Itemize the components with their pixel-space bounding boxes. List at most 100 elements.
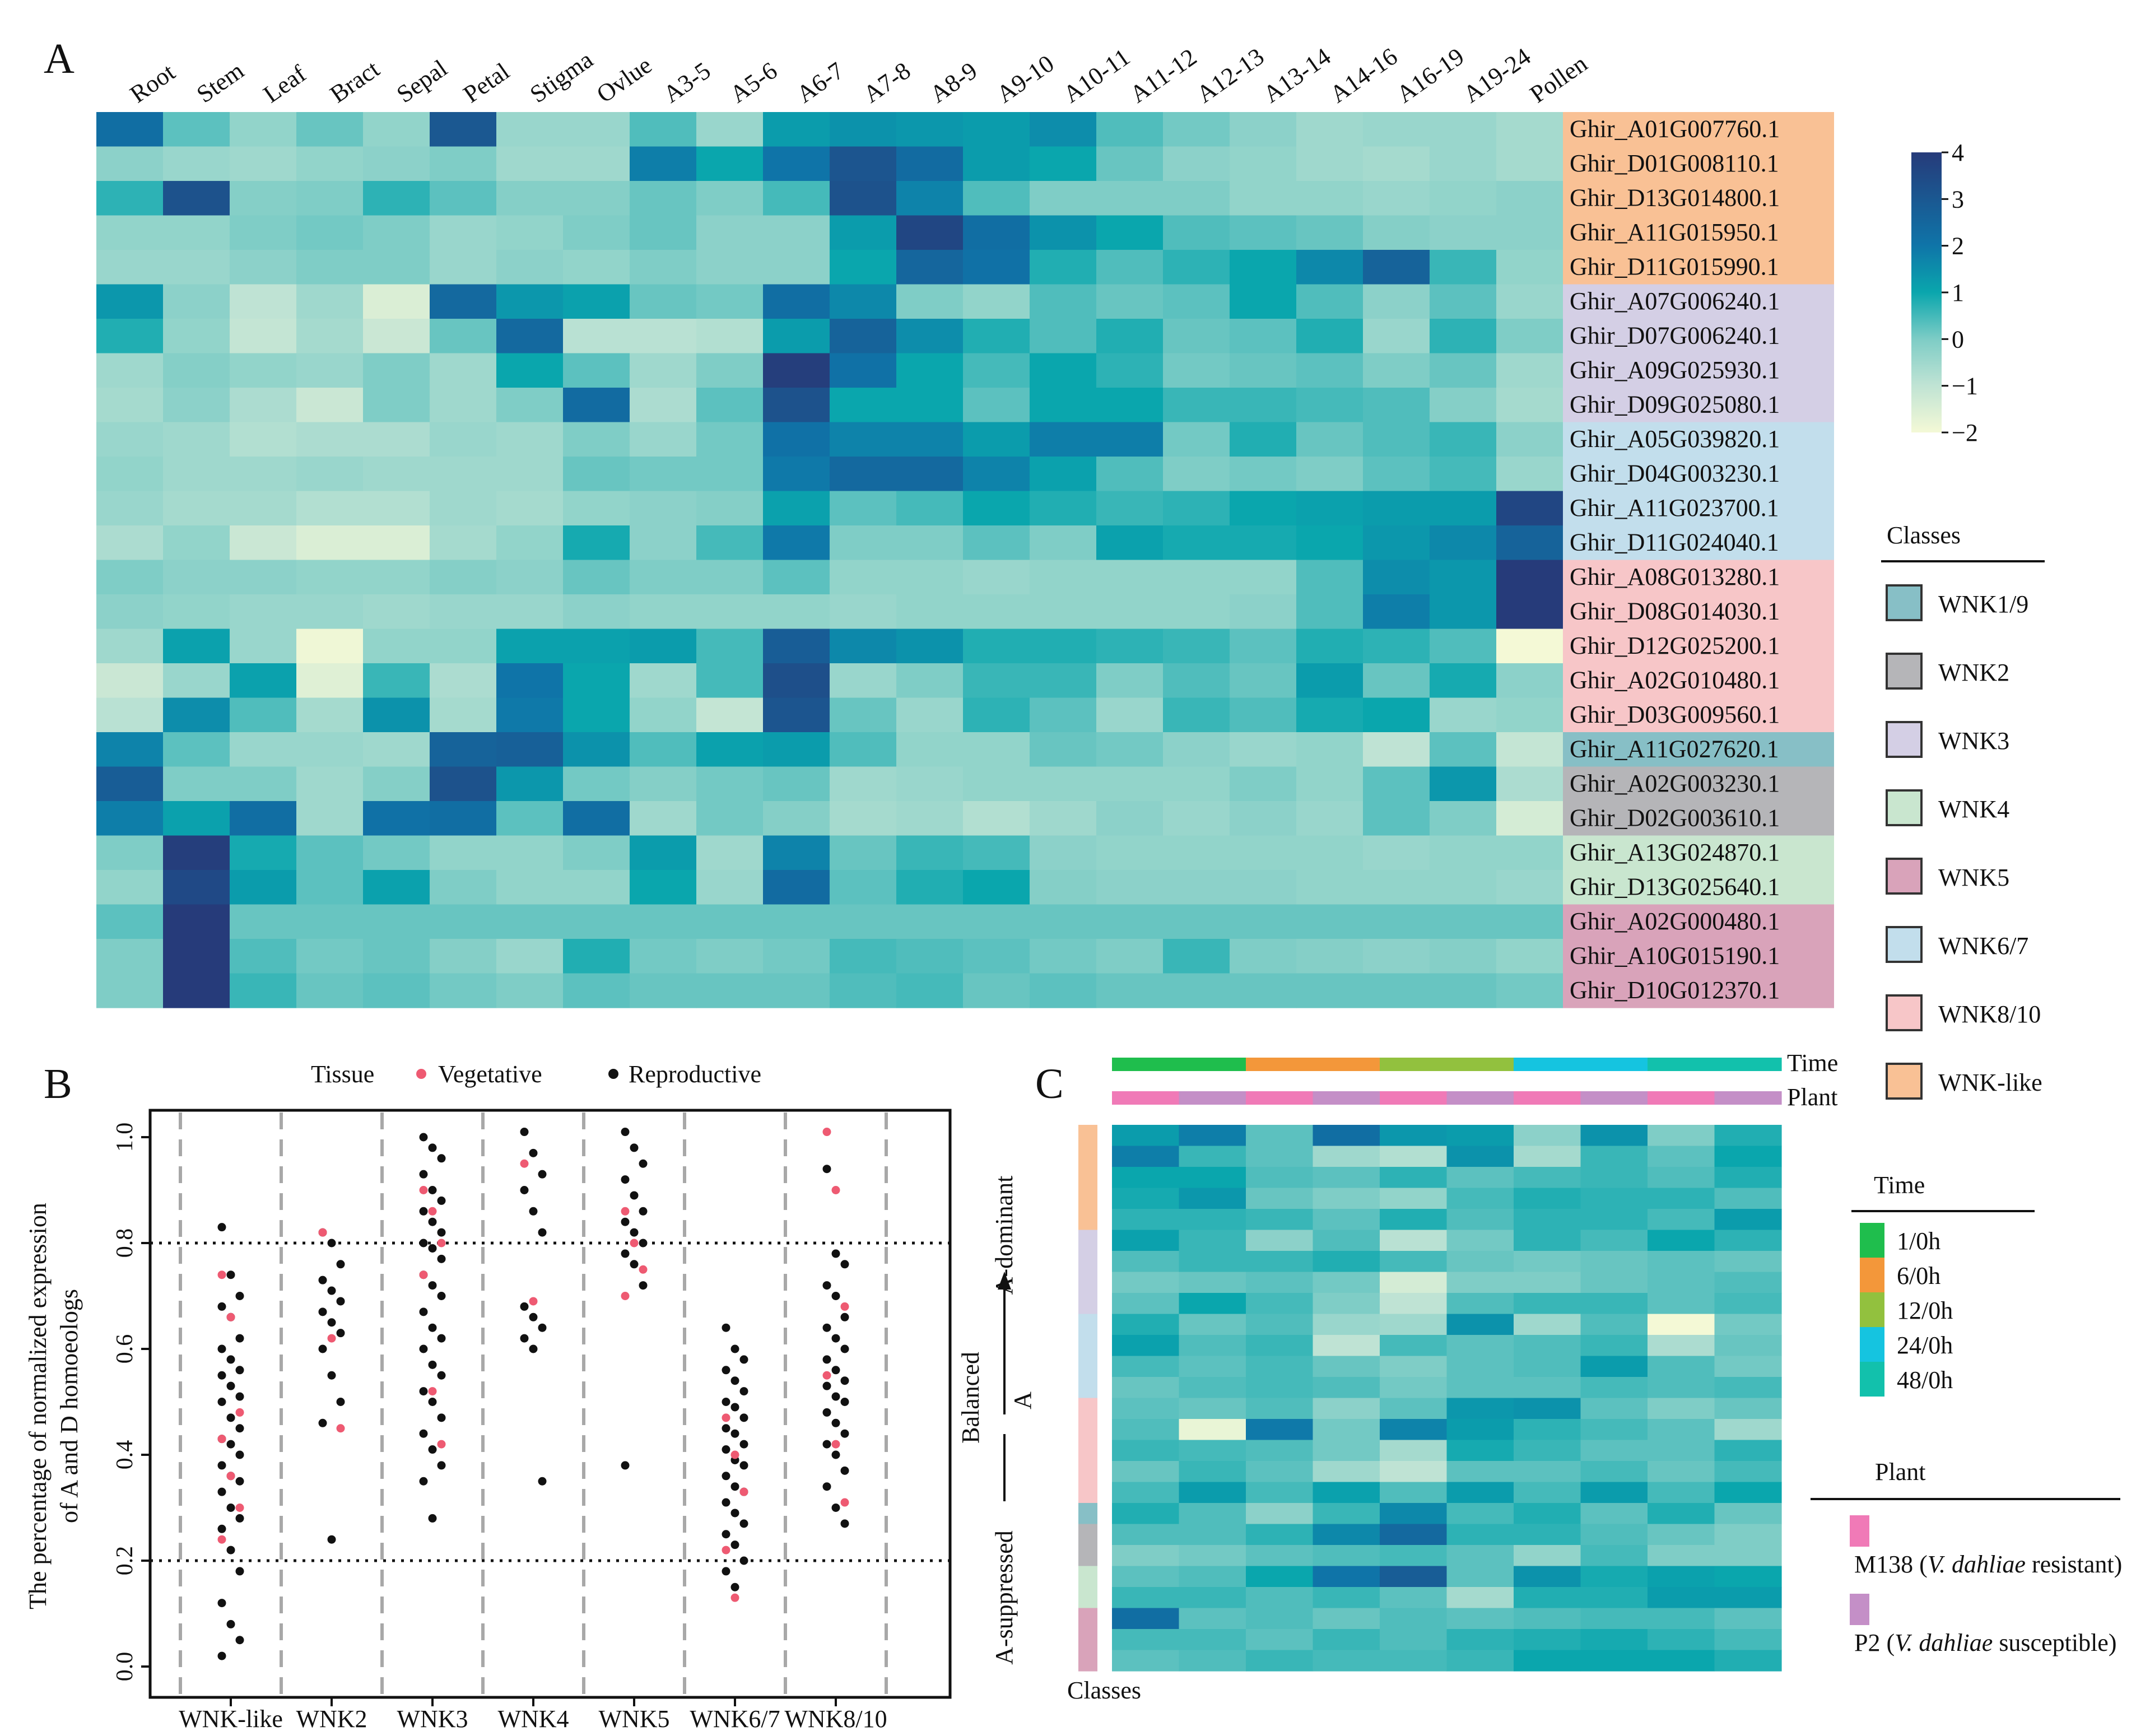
heatmap-c-cell — [1514, 1650, 1581, 1672]
heatmap-a-cell — [1163, 215, 1230, 250]
balanced-label: Balanced — [957, 1352, 984, 1444]
heatmap-c-cell — [1648, 1419, 1715, 1441]
heatmap-c-cell — [1580, 1251, 1648, 1273]
heatmap-c-cell — [1580, 1272, 1648, 1293]
time-legend-swatch — [1860, 1292, 1884, 1327]
reproductive-point — [739, 1413, 748, 1422]
heatmap-c-cell — [1580, 1146, 1648, 1167]
colorbar-tick-label: 0 — [1952, 325, 1964, 353]
heatmap-c-cell — [1112, 1335, 1180, 1357]
x-tick-label: WNK5 — [598, 1705, 669, 1733]
heatmap-a-cell — [696, 319, 764, 354]
heatmap-c-cell — [1313, 1272, 1380, 1293]
heatmap-a-cell — [163, 215, 230, 250]
reproductive-point — [428, 1244, 437, 1253]
reproductive-point — [822, 1165, 831, 1174]
heatmap-a-cell — [1363, 973, 1430, 1008]
heatmap-a-cell — [163, 146, 230, 181]
panel-b-plot-frame — [148, 1109, 952, 1699]
heatmap-a-cell — [1096, 215, 1164, 250]
heatmap-a-cell — [1096, 629, 1164, 664]
heatmap-a-cell — [1496, 904, 1563, 939]
gene-label: Ghir_D11G015990.1 — [1570, 253, 1779, 280]
heatmap-a-cell — [363, 250, 430, 285]
heatmap-a-cell — [496, 215, 564, 250]
heatmap-c-cell — [1714, 1524, 1782, 1546]
heatmap-c-cell — [1714, 1650, 1782, 1672]
gene-label: Ghir_D04G003230.1 — [1570, 459, 1780, 487]
heatmap-c-cell — [1714, 1251, 1782, 1273]
heatmap-a-cell — [430, 732, 497, 767]
heatmap-a-cell — [1096, 766, 1164, 802]
heatmap-c-cell — [1714, 1146, 1782, 1167]
reproductive-point — [822, 1323, 831, 1332]
heatmap-c-cell — [1714, 1125, 1782, 1147]
heatmap-a-cell — [430, 697, 497, 733]
heatmap-a-cell — [763, 973, 830, 1008]
heatmap-a-cell — [430, 939, 497, 974]
reproductive-point — [235, 1366, 244, 1375]
heatmap-a-cell — [296, 525, 364, 561]
heatmap-a-cell — [1096, 457, 1164, 492]
heatmap-c-cell — [1648, 1335, 1715, 1357]
heatmap-a-cell — [896, 457, 964, 492]
heatmap-c-cell — [1580, 1293, 1648, 1315]
heatmap-c-cell — [1112, 1125, 1180, 1147]
reproductive-point — [419, 1207, 428, 1216]
vegetative-point — [318, 1228, 327, 1237]
heatmap-c-cell — [1313, 1335, 1380, 1357]
heatmap-c-cell — [1580, 1650, 1648, 1672]
class-legend-label: WNK3 — [1938, 727, 2009, 755]
heatmap-c-cell — [1246, 1440, 1314, 1462]
heatmap-a-cell — [1163, 697, 1230, 733]
heatmap-a-cell — [430, 181, 497, 216]
reproductive-point — [822, 1482, 831, 1491]
reproductive-point — [730, 1376, 739, 1385]
heatmap-a-cell — [363, 801, 430, 836]
heatmap-c-cell — [1580, 1629, 1648, 1651]
heatmap-a-cell — [1030, 663, 1097, 699]
heatmap-c-cell — [1246, 1125, 1314, 1147]
gene-label: Ghir_A11G015950.1 — [1570, 218, 1779, 246]
class-legend-swatch — [1886, 584, 1923, 621]
heatmap-c-cell — [1714, 1461, 1782, 1483]
class-bar-cell — [1078, 1293, 1097, 1315]
gene-class-band — [1563, 250, 1834, 285]
heatmap-a-cell — [896, 594, 964, 630]
plant-p2-swatch — [1850, 1594, 1869, 1625]
heatmap-a-cell — [496, 732, 564, 767]
heatmap-a-cell — [96, 422, 164, 457]
gene-label: Ghir_D01G008110.1 — [1570, 150, 1779, 177]
heatmap-a-cell — [163, 973, 230, 1008]
heatmap-a-cell — [1296, 663, 1363, 699]
heatmap-a-cell — [163, 319, 230, 354]
heatmap-a-cell — [1230, 939, 1297, 974]
heatmap-a-cell — [896, 215, 964, 250]
heatmap-a-cell — [1363, 112, 1430, 147]
y-tick-label: 0.2 — [112, 1546, 138, 1576]
heatmap-a-cell — [430, 525, 497, 561]
heatmap-c-cell — [1380, 1440, 1448, 1462]
heatmap-a-cell — [1096, 388, 1164, 423]
heatmap-a-cell — [630, 560, 697, 595]
heatmap-c-cell — [1380, 1587, 1448, 1609]
reproductive-point — [520, 1128, 529, 1137]
heatmap-c-cell — [1179, 1419, 1246, 1441]
heatmap-a-cell — [1296, 146, 1363, 181]
heatmap-a-cell — [1230, 697, 1297, 733]
heatmap-a-cell — [1030, 973, 1097, 1008]
heatmap-a-cell — [1296, 525, 1363, 561]
time-legend-label: 6/0h — [1897, 1262, 1940, 1290]
panel-c-annotation-tracks — [1112, 1058, 1782, 1105]
heatmap-a-cell — [1096, 353, 1164, 388]
heatmap-a-cell — [963, 215, 1030, 250]
heatmap-a-cell — [1430, 250, 1497, 285]
heatmap-a-cell — [896, 284, 964, 319]
heatmap-a-cell — [1496, 629, 1563, 664]
heatmap-a-cell — [963, 663, 1030, 699]
heatmap-a-cell — [1096, 560, 1164, 595]
heatmap-c-cell — [1112, 1587, 1180, 1609]
heatmap-a-cell — [430, 457, 497, 492]
heatmap-c-cell — [1580, 1356, 1648, 1377]
heatmap-a-cell — [1363, 939, 1430, 974]
